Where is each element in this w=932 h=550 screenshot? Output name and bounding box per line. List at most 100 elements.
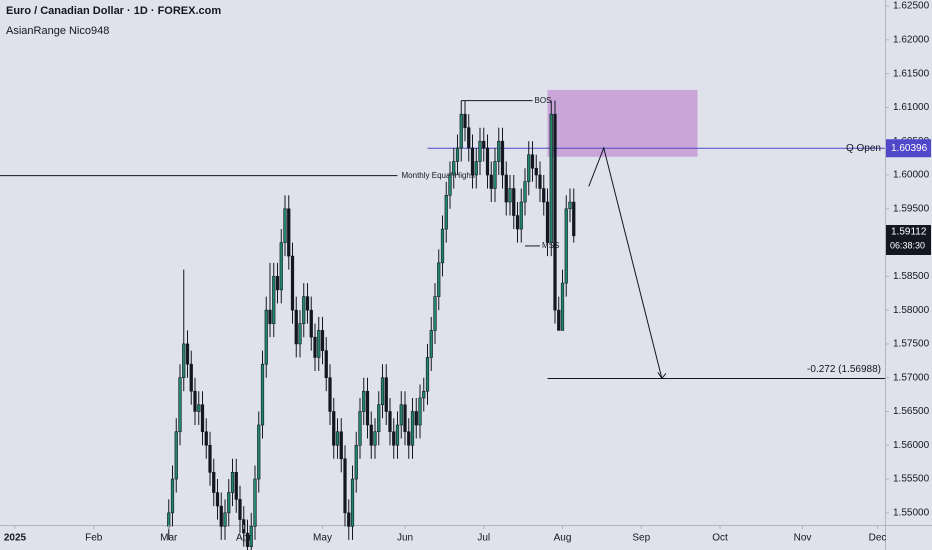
x-tick-label: Aug — [554, 533, 572, 544]
axes: 1.625001.620001.615001.610001.605001.600… — [4, 1, 931, 544]
candle-body — [324, 350, 328, 379]
candle-body — [448, 174, 452, 196]
candle-body — [339, 431, 343, 460]
candle-body — [414, 411, 418, 426]
candle-body — [549, 113, 553, 243]
x-tick-label: 2025 — [4, 533, 27, 544]
q-open-price-box — [886, 139, 931, 158]
candle-body — [200, 404, 205, 433]
candle-body — [504, 174, 508, 203]
candle-body — [313, 336, 317, 358]
y-tick-label: 1.57500 — [893, 339, 930, 350]
last-price-box — [886, 225, 931, 255]
candle-body — [564, 208, 568, 284]
candle-body — [279, 242, 283, 291]
candle-body — [219, 505, 223, 527]
candle-body — [437, 262, 441, 297]
candle-body — [459, 113, 463, 149]
candle-body — [283, 208, 287, 243]
candle-body — [227, 492, 231, 514]
candle-body — [354, 444, 358, 480]
indicator-name: AsianRange Nico948 — [6, 25, 109, 37]
x-tick-label: Mar — [160, 533, 178, 544]
candle-body — [309, 309, 313, 338]
candle-body — [298, 323, 302, 345]
candle-body — [407, 431, 411, 446]
candle-body — [500, 140, 505, 176]
candle-body — [343, 458, 347, 514]
candle-body — [302, 296, 306, 324]
candle-body — [178, 377, 182, 433]
candle-body — [204, 431, 208, 446]
candle-body — [542, 188, 546, 203]
candle-body — [272, 276, 276, 324]
candle-body — [347, 512, 351, 527]
candle-body — [182, 343, 186, 379]
x-tick-label: Sep — [632, 533, 650, 544]
candle-body — [305, 296, 310, 311]
candle-body — [530, 154, 535, 169]
x-tick-label: Apr — [236, 533, 252, 544]
candle-body — [440, 228, 445, 264]
candle-body — [332, 411, 336, 446]
candle-body — [444, 194, 448, 230]
y-tick-label: 1.56500 — [893, 406, 930, 417]
candle-body — [455, 147, 460, 162]
y-tick-label: 1.57000 — [893, 372, 930, 383]
candle-body — [253, 478, 257, 527]
candle-body — [275, 276, 280, 291]
equal-highs-label: Monthly Equal Highs — [402, 171, 475, 180]
candle-body — [245, 532, 250, 547]
candle-body — [369, 424, 373, 446]
x-tick-label: Jun — [397, 533, 413, 544]
candle-body — [493, 161, 497, 189]
candle-body — [380, 377, 385, 406]
plot-area: Monthly Equal Highs BOS MSS -0.272 (1.56988… — [0, 89, 885, 550]
candle-body — [392, 431, 396, 446]
candle-body — [290, 255, 295, 311]
x-tick-label: Dec — [869, 533, 887, 544]
candle-body — [470, 147, 475, 176]
candle-body — [515, 215, 520, 230]
candle-body — [238, 499, 242, 520]
x-tick-label: May — [313, 533, 332, 544]
x-tick-label: Nov — [794, 533, 812, 544]
candle-body — [335, 431, 340, 446]
y-tick-label: 1.56000 — [893, 440, 930, 451]
candle-body — [365, 390, 370, 426]
y-tick-label: 1.58500 — [893, 271, 930, 282]
candle-body — [463, 113, 467, 129]
y-tick-label: 1.59500 — [893, 203, 930, 214]
candle-body — [249, 526, 253, 547]
candle-body — [197, 404, 201, 412]
y-tick-label: 1.60000 — [893, 170, 930, 181]
candle-body — [485, 147, 490, 176]
candle-body — [519, 201, 523, 230]
candle-body — [422, 390, 426, 399]
candle-body — [403, 404, 407, 433]
candle-body — [572, 201, 576, 237]
candle-body — [467, 127, 471, 149]
candle-body — [185, 343, 190, 365]
chart-title: Euro / Canadian Dollar · 1D · FOREX.com — [6, 5, 221, 17]
y-tick-label: 1.55000 — [893, 507, 930, 518]
candle-body — [425, 357, 430, 392]
candle-body — [294, 309, 298, 345]
candle-body — [560, 282, 565, 331]
q-open-price: 1.60396 — [891, 143, 928, 154]
candle-body — [433, 296, 437, 331]
candle-body — [268, 309, 272, 324]
candle-body — [189, 363, 193, 392]
candle-body — [482, 140, 486, 149]
candle-body — [320, 330, 325, 351]
candle-body — [508, 188, 512, 203]
candle-body — [418, 397, 422, 426]
candle-body — [362, 390, 366, 412]
candle-body — [452, 161, 456, 176]
candle-body — [553, 113, 557, 311]
candle-body — [410, 411, 415, 446]
y-tick-label: 1.62000 — [893, 35, 930, 46]
candle-body — [534, 167, 538, 176]
